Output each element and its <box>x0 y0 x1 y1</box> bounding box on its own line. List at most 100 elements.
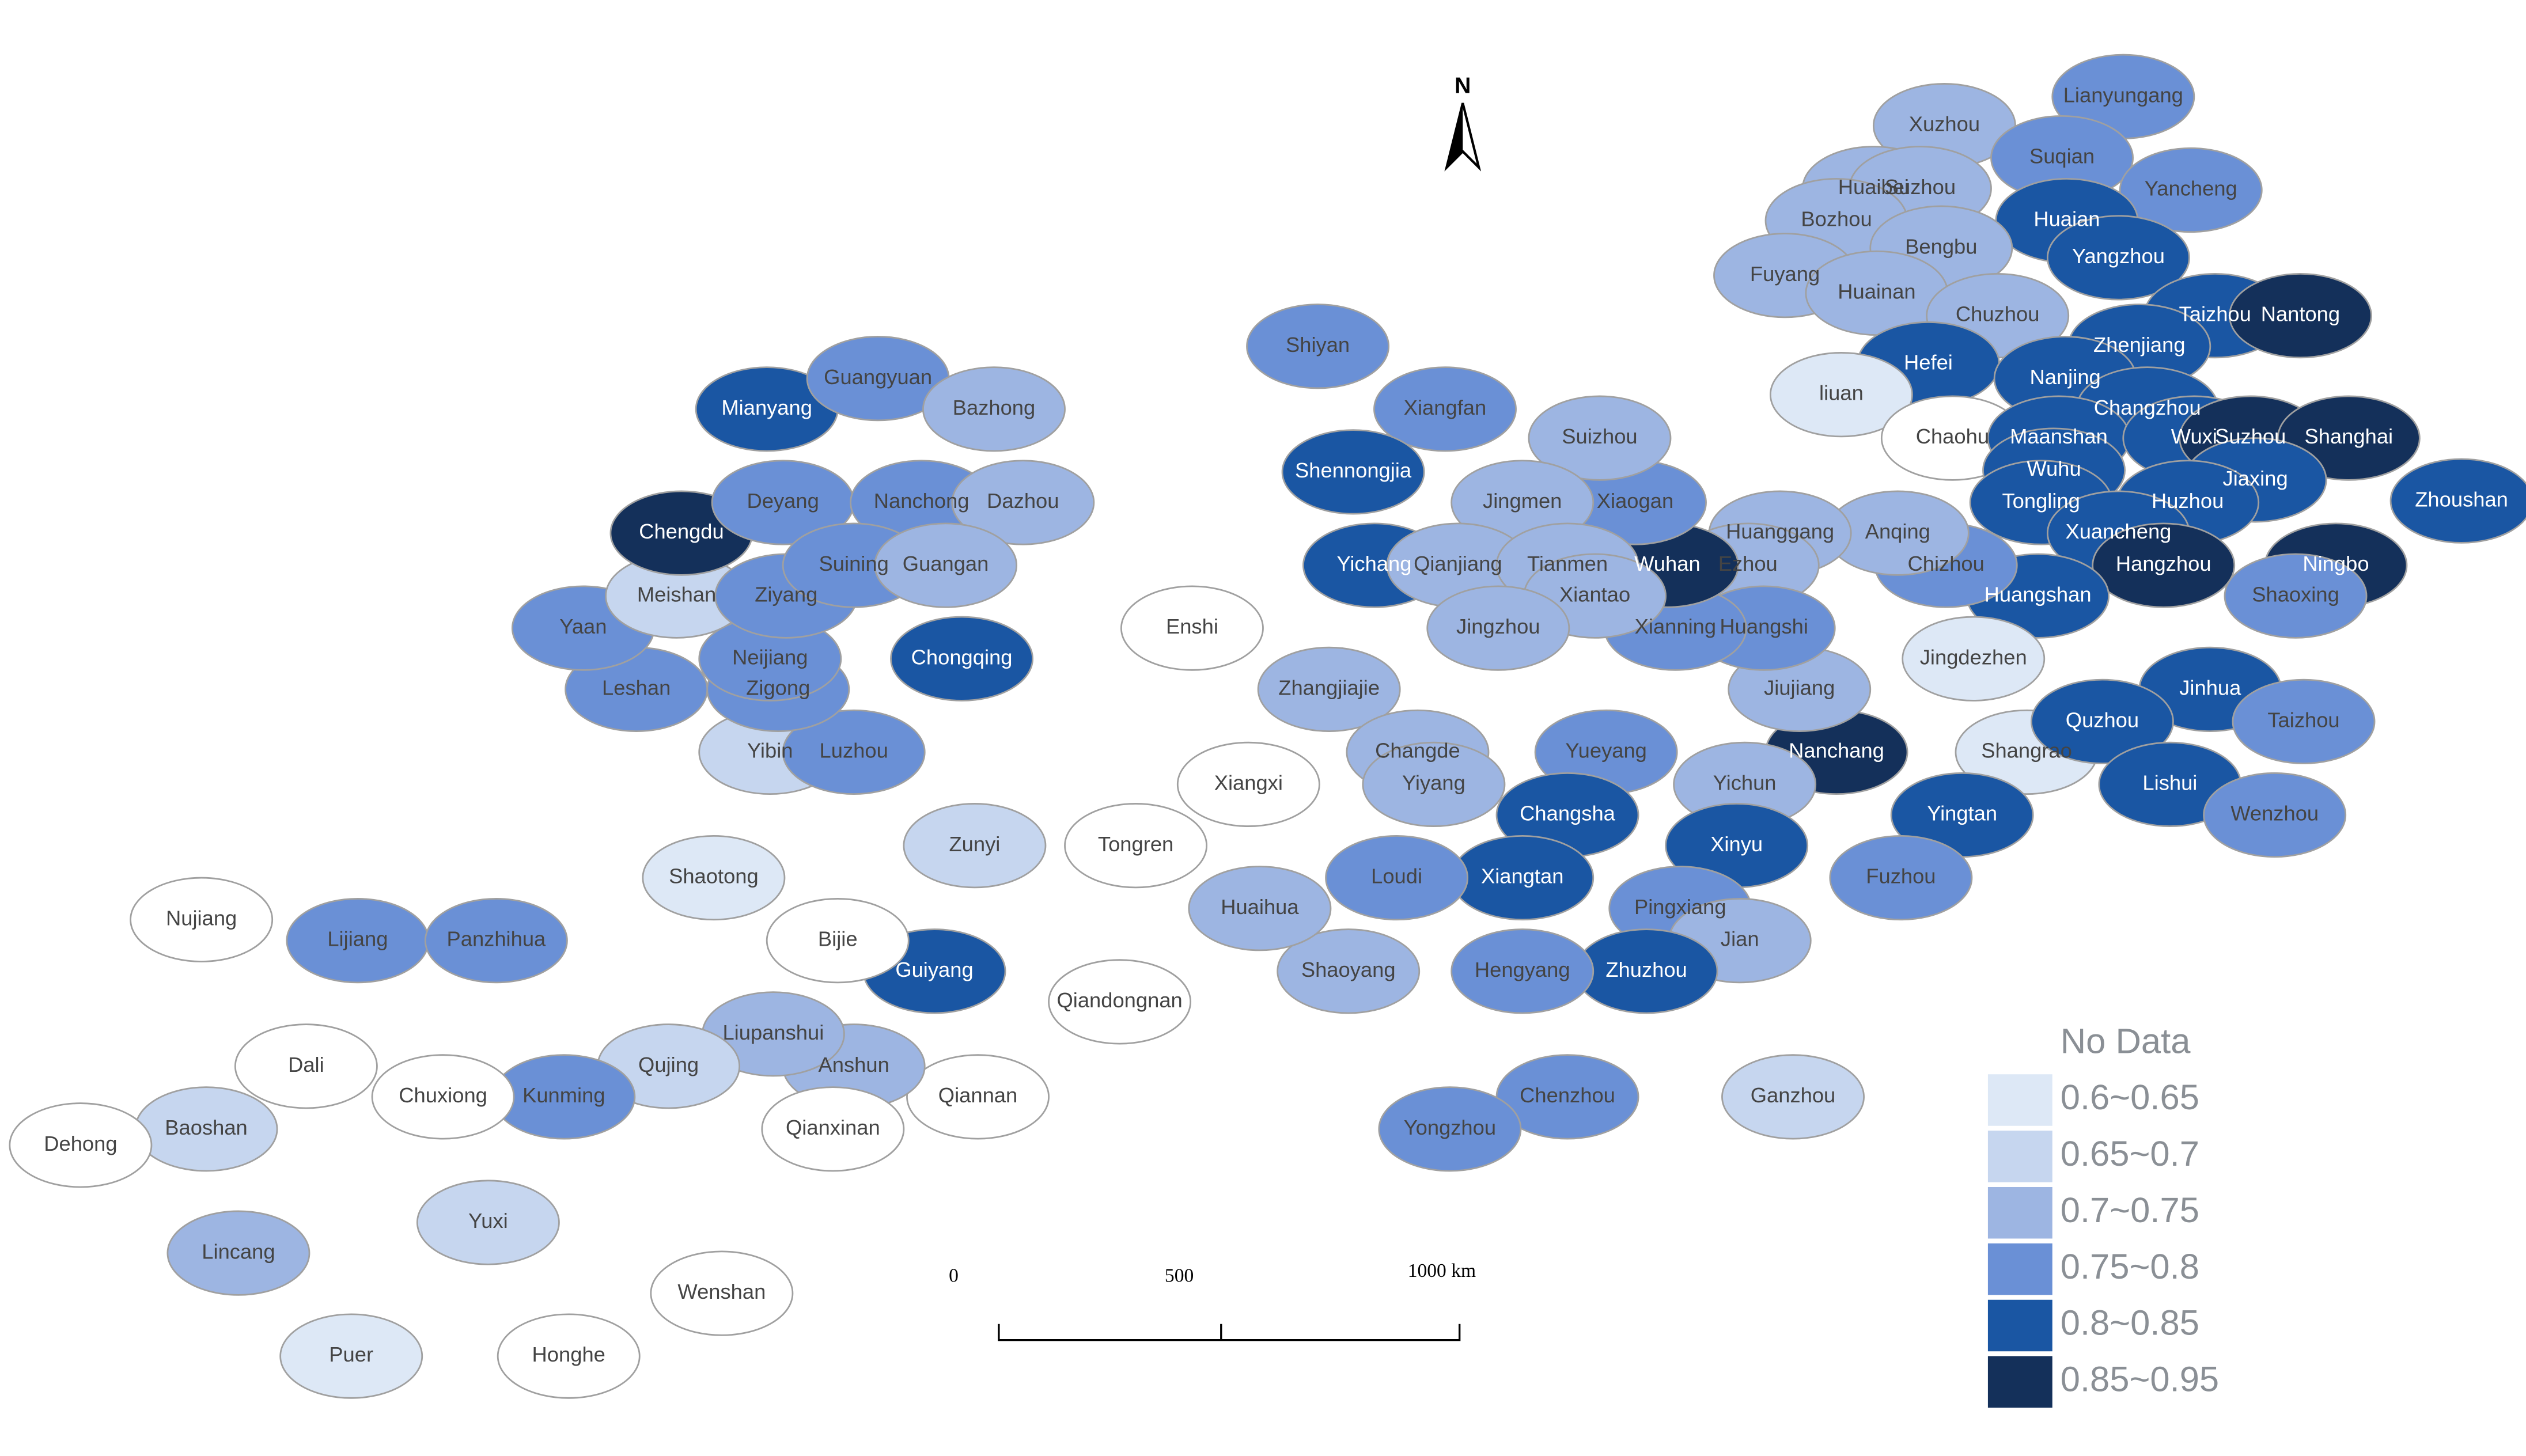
region-label: Hangzhou <box>2116 552 2211 575</box>
region <box>761 1086 905 1172</box>
region-label: Yancheng <box>2145 177 2237 200</box>
scale-bar: 0 500 1000 km <box>949 1260 1476 1341</box>
region-label: Huangshi <box>1720 615 1808 638</box>
region-label: Chengdu <box>639 520 724 543</box>
region-label: Huaian <box>2033 207 2100 231</box>
region <box>416 1180 560 1265</box>
region-label: Hengyang <box>1475 958 1570 981</box>
region-label: Chizhou <box>1908 552 1985 575</box>
region-label: Anshun <box>819 1053 889 1076</box>
region-label: Luzhou <box>820 739 888 763</box>
region <box>1426 585 1570 671</box>
region <box>1246 304 1390 389</box>
region <box>2224 553 2368 639</box>
region-label: Meishan <box>637 582 716 606</box>
region-label: Yongzhou <box>1404 1116 1496 1139</box>
region-label: Hefei <box>1904 351 1953 374</box>
region-label: Dehong <box>44 1132 117 1155</box>
region-label: Lishui <box>2142 771 2197 794</box>
region-label: Qianxinan <box>786 1116 880 1139</box>
region-label: Huzhou <box>2152 489 2224 513</box>
scale-label: 500 <box>1165 1265 1194 1286</box>
region-label: Dali <box>288 1053 324 1076</box>
region-label: Pingxiang <box>1634 895 1726 919</box>
region-label: Taizhou <box>2267 708 2339 731</box>
region-label: Xuancheng <box>2065 520 2171 543</box>
region-label: Suining <box>819 552 889 575</box>
region <box>1451 928 1595 1014</box>
region <box>1769 352 1913 438</box>
region-label: Shaotong <box>669 864 759 888</box>
region-label: Xuzhou <box>1909 112 1980 136</box>
north-label: N <box>1455 73 1471 98</box>
region-label: Lincang <box>202 1239 275 1263</box>
region-label: Zhangjiajie <box>1278 676 1380 699</box>
region <box>766 898 910 984</box>
legend-label: No Data <box>2061 1021 2191 1061</box>
legend-swatch <box>1987 1186 2052 1239</box>
region <box>922 366 1066 452</box>
region-label: Suqian <box>2029 145 2095 168</box>
region-label: Suizhou <box>1562 424 1637 448</box>
legend-label: 0.85~0.95 <box>2061 1360 2219 1400</box>
region-label: Bazhong <box>953 396 1035 419</box>
region-label: Yuxi <box>468 1209 508 1233</box>
region-label: Huaibei <box>1838 175 1909 199</box>
region <box>782 709 926 795</box>
legend-label: 0.6~0.65 <box>2061 1078 2199 1117</box>
region-label: Wenshan <box>677 1280 766 1303</box>
region-label: Lianyungang <box>2063 83 2183 107</box>
region <box>1277 928 1421 1014</box>
region <box>1721 1054 1865 1140</box>
region-label: Lijiang <box>327 927 388 951</box>
region-label: Tianmen <box>1527 552 1608 575</box>
region-label: Guangan <box>903 552 989 575</box>
region-label: Guangyuan <box>824 365 932 389</box>
region-label: Xianning <box>1635 615 1716 638</box>
region-label: Yueyang <box>1565 739 1646 763</box>
region-label: Shennongjia <box>1295 458 1412 482</box>
region-label: Nanchong <box>874 489 970 513</box>
region-label: Suzhou <box>1885 175 1956 199</box>
scale-label: 1000 km <box>1408 1260 1476 1281</box>
region <box>951 460 1095 545</box>
region-label: Shanghai <box>2305 424 2394 448</box>
region-label: Ganzhou <box>1751 1083 1836 1107</box>
region-label: Qujing <box>638 1053 699 1076</box>
region <box>1281 429 1425 515</box>
region-label: Liupanshui <box>722 1021 824 1044</box>
region-label: Chuxiong <box>399 1083 487 1107</box>
region <box>2031 678 2174 764</box>
region <box>497 1313 641 1399</box>
region-label: Xiaogan <box>1597 489 1673 513</box>
region-label: Bengbu <box>1905 234 1977 258</box>
region-label: Wuhu <box>2027 457 2081 480</box>
region-label: Changzhou <box>2094 396 2201 419</box>
region-label: Fuyang <box>1750 262 1820 286</box>
region-label: Neijiang <box>732 645 808 669</box>
region-label: Tongling <box>2002 489 2080 513</box>
legend-label: 0.65~0.7 <box>2061 1134 2199 1174</box>
region-label: Changde <box>1375 739 1460 763</box>
region <box>234 1023 378 1109</box>
region-label: Loudi <box>1371 864 1422 888</box>
region-label: Huaihua <box>1221 895 1299 919</box>
region-label: Chaohu <box>1916 424 1989 448</box>
region <box>166 1210 310 1296</box>
region <box>9 1102 153 1188</box>
region-label: Baoshan <box>165 1116 247 1139</box>
region-label: Jingzhou <box>1456 615 1540 638</box>
region-label: Puer <box>329 1343 373 1366</box>
region <box>2046 215 2190 301</box>
region <box>2232 678 2376 764</box>
region-label: Shaoxing <box>2252 582 2339 606</box>
region-label: Quzhou <box>2066 708 2139 731</box>
regions <box>9 54 2526 1399</box>
north-arrow: N <box>1444 73 1482 172</box>
region-label: Maanshan <box>2010 424 2108 448</box>
region-label: Zunyi <box>949 832 1000 856</box>
region-label: Xiangtan <box>1481 864 1563 888</box>
region-label: Qiannan <box>938 1083 1017 1107</box>
region <box>1829 835 1973 921</box>
